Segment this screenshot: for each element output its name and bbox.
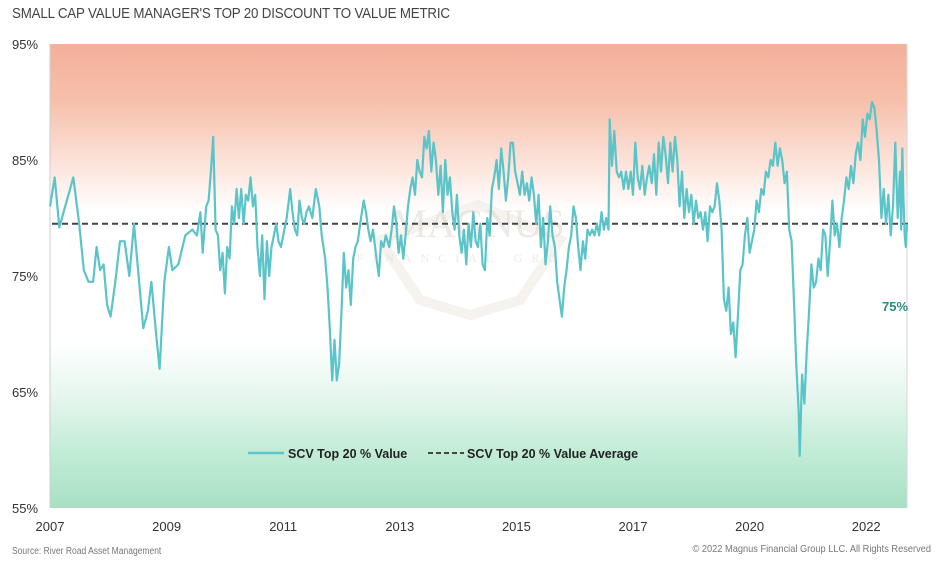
legend-label-average: SCV Top 20 % Value Average xyxy=(467,447,638,461)
x-tick-label: 2009 xyxy=(152,519,181,534)
value-line xyxy=(48,100,909,457)
plot-background xyxy=(50,44,907,508)
x-axis-ticks: 2007 2009 2011 2013 2015 2017 2020 2022 xyxy=(36,519,881,534)
x-tick-label: 2017 xyxy=(619,519,648,534)
x-tick-label: 2022 xyxy=(852,519,881,534)
y-tick-label: 95% xyxy=(12,37,38,52)
x-tick-label: 2015 xyxy=(502,519,531,534)
y-tick-label: 75% xyxy=(12,269,38,284)
value-series xyxy=(48,100,909,457)
y-tick-label: 55% xyxy=(12,501,38,516)
legend-label-value: SCV Top 20 % Value xyxy=(288,447,407,461)
source-note: Source: River Road Asset Management xyxy=(12,546,162,557)
end-value-label: 75% xyxy=(882,299,908,314)
y-axis-ticks: 55% 65% 75% 85% 95% xyxy=(12,37,38,516)
chart-title: SMALL CAP VALUE MANAGER'S TOP 20 DISCOUN… xyxy=(12,6,450,22)
x-tick-label: 2020 xyxy=(735,519,764,534)
watermark-subtext: FINANCIAL GROUP xyxy=(357,251,600,265)
y-tick-label: 85% xyxy=(12,153,38,168)
copyright-note: © 2022 Magnus Financial Group LLC. All R… xyxy=(692,543,931,555)
y-tick-label: 65% xyxy=(12,385,38,400)
x-tick-label: 2011 xyxy=(269,519,297,534)
legend: SCV Top 20 % Value SCV Top 20 % Value Av… xyxy=(248,447,638,461)
x-tick-label: 2007 xyxy=(36,519,65,534)
x-tick-label: 2013 xyxy=(385,519,414,534)
